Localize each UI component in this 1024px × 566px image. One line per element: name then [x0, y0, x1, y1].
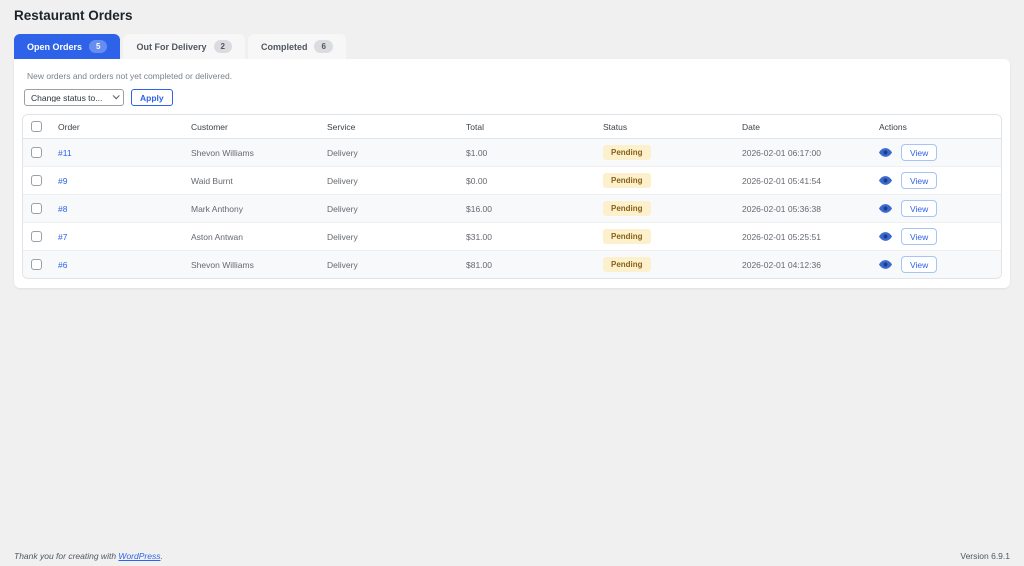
tab-count-badge: 5	[89, 40, 108, 53]
apply-button[interactable]: Apply	[131, 88, 173, 106]
customer-cell: Shevon Williams	[191, 259, 254, 270]
eye-icon[interactable]	[879, 232, 892, 242]
eye-icon[interactable]	[879, 176, 892, 186]
view-button[interactable]: View	[901, 200, 938, 218]
total-cell: $81.00	[466, 259, 492, 270]
page-title: Restaurant Orders	[14, 8, 133, 23]
total-cell: $16.00	[458, 194, 595, 224]
total-cell: $0.00	[458, 166, 595, 196]
status-badge: Pending	[603, 173, 651, 189]
date-cell: 2026-02-01 05:41:54	[734, 166, 871, 196]
table-header-row: Order Customer Service Total Status Date…	[23, 115, 1001, 140]
tab-completed[interactable]: Completed 6	[247, 34, 346, 59]
date-cell: 2026-02-01 04:12:36	[742, 259, 821, 270]
view-button[interactable]: View	[901, 144, 938, 162]
footer-thanks-text: Thank you for creating with	[14, 551, 119, 561]
tab-bar: Open Orders 5 Out For Delivery 2 Complet…	[14, 34, 1010, 59]
status-badge: Pending	[603, 229, 651, 245]
row-actions: View	[879, 172, 993, 190]
row-actions: View	[879, 144, 993, 162]
column-header-actions: Actions	[871, 115, 1001, 140]
tab-label: Out For Delivery	[136, 41, 207, 52]
footer-thanks-period: .	[160, 551, 163, 561]
wordpress-link[interactable]: WordPress	[118, 551, 161, 561]
column-header-total: Total	[458, 115, 595, 140]
column-header-date: Date	[734, 115, 871, 140]
column-header-customer: Customer	[183, 115, 319, 140]
change-status-select[interactable]: Change status to...	[24, 89, 124, 106]
orders-table: Order Customer Service Total Status Date…	[23, 115, 1001, 279]
order-link[interactable]: #6	[58, 259, 68, 270]
order-link[interactable]: #7	[58, 231, 68, 242]
table-row: #11 Shevon Williams Delivery $1.00 Pendi…	[23, 138, 1001, 168]
panel-description: New orders and orders not yet completed …	[27, 71, 233, 81]
table-row: #7 Aston Antwan Delivery $31.00 Pending …	[23, 222, 1001, 252]
view-button[interactable]: View	[901, 228, 938, 246]
service-cell: Delivery	[319, 166, 458, 196]
tab-open-orders[interactable]: Open Orders 5	[14, 34, 121, 59]
view-button[interactable]: View	[901, 172, 938, 190]
date-cell: 2026-02-01 05:36:38	[734, 194, 871, 224]
status-badge: Pending	[603, 201, 651, 217]
date-cell: 2026-02-01 05:25:51	[734, 222, 871, 252]
column-header-status: Status	[595, 115, 734, 140]
tab-label: Open Orders	[27, 41, 83, 52]
status-select-wrap: Change status to...	[24, 88, 124, 106]
tab-out-for-delivery[interactable]: Out For Delivery 2	[123, 34, 245, 59]
admin-footer: Thank you for creating with WordPress. V…	[14, 551, 1010, 561]
row-actions: View	[879, 256, 993, 274]
row-checkbox[interactable]	[31, 231, 42, 243]
row-checkbox[interactable]	[31, 175, 42, 187]
eye-icon[interactable]	[879, 204, 892, 214]
view-button[interactable]: View	[901, 256, 938, 274]
admin-page: Restaurant Orders Open Orders 5 Out For …	[14, 8, 1010, 289]
open-orders-panel: New orders and orders not yet completed …	[14, 59, 1010, 289]
table-row: #8 Mark Anthony Delivery $16.00 Pending …	[23, 194, 1001, 224]
order-link[interactable]: #9	[58, 175, 68, 186]
eye-icon[interactable]	[879, 260, 892, 270]
tab-label: Completed	[260, 41, 308, 52]
date-cell: 2026-02-01 06:17:00	[734, 138, 871, 168]
tab-count-badge: 6	[314, 40, 333, 53]
total-cell: $31.00	[458, 222, 595, 252]
bulk-actions: Change status to... Apply	[24, 88, 1002, 106]
orders-table-container: Order Customer Service Total Status Date…	[22, 114, 1002, 280]
select-all-checkbox[interactable]	[31, 121, 42, 133]
total-cell: $1.00	[458, 138, 595, 168]
row-actions: View	[879, 200, 993, 218]
service-cell: Delivery	[327, 259, 358, 270]
footer-thanks: Thank you for creating with WordPress.	[14, 551, 163, 561]
column-header-service: Service	[319, 115, 458, 140]
row-checkbox[interactable]	[31, 259, 42, 271]
footer-version: Version 6.9.1	[960, 551, 1010, 561]
eye-icon[interactable]	[879, 148, 892, 158]
service-cell: Delivery	[319, 138, 458, 168]
customer-cell: Mark Anthony	[183, 194, 319, 224]
table-row: #9 Waid Burnt Delivery $0.00 Pending 202…	[23, 166, 1001, 196]
service-cell: Delivery	[319, 222, 458, 252]
column-header-order: Order	[50, 115, 183, 140]
service-cell: Delivery	[319, 194, 458, 224]
tab-count-badge: 2	[213, 40, 232, 53]
customer-cell: Waid Burnt	[183, 166, 319, 196]
order-link[interactable]: #8	[58, 203, 68, 214]
row-actions: View	[879, 228, 993, 246]
status-badge: Pending	[603, 257, 651, 273]
row-checkbox[interactable]	[31, 147, 42, 159]
status-badge: Pending	[603, 145, 651, 161]
order-link[interactable]: #11	[58, 147, 72, 158]
row-checkbox[interactable]	[31, 203, 42, 215]
customer-cell: Aston Antwan	[183, 222, 319, 252]
table-row: #6 Shevon Williams Delivery $81.00 Pendi…	[23, 250, 1001, 279]
customer-cell: Shevon Williams	[183, 138, 319, 168]
